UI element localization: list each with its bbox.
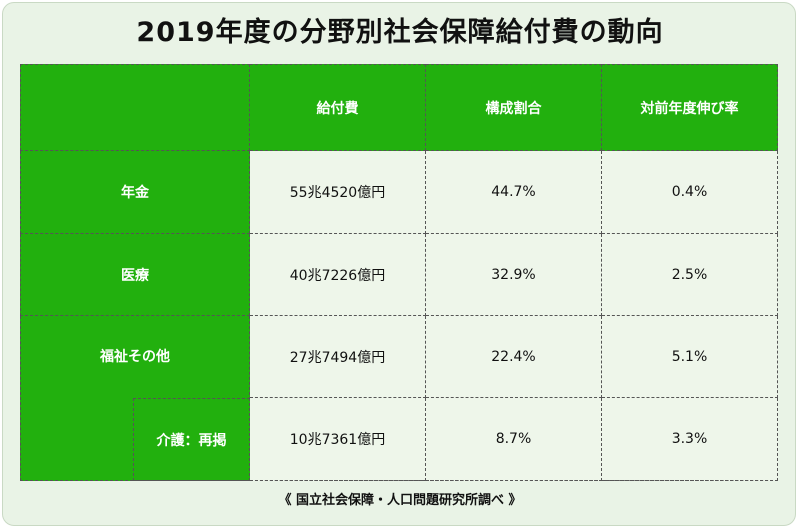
row-label-pension: 年金: [20, 151, 250, 234]
source-note: 《 国立社会保障・人口問題研究所調べ 》: [278, 493, 522, 508]
table-cell-share: 44.7%: [426, 151, 602, 234]
table-cell-share: 32.9%: [426, 234, 602, 316]
table-cell-amount: 55兆4520億円: [250, 151, 426, 234]
table-cell-growth: 3.3%: [602, 398, 778, 481]
table-cell-amount: 10兆7361億円: [250, 398, 426, 481]
column-header-share: 構成割合: [426, 64, 602, 151]
table-cell-share: 22.4%: [426, 316, 602, 398]
table-bottom-border: [20, 480, 778, 481]
column-header-amount: 給付費: [250, 64, 426, 151]
column-header-growth: 対前年度伸び率: [602, 64, 778, 151]
row-label-nursing-care: 介護：再掲: [133, 398, 250, 481]
corner-cell: [20, 64, 250, 151]
table-cell-amount: 40兆7226億円: [250, 234, 426, 316]
page-title: 2019年度の分野別社会保障給付費の動向: [136, 17, 664, 48]
table-cell-amount: 27兆7494億円: [250, 316, 426, 398]
table-cell-growth: 2.5%: [602, 234, 778, 316]
table-cell-share: 8.7%: [426, 398, 602, 481]
table-cell-growth: 0.4%: [602, 151, 778, 234]
row-label-medical: 医療: [20, 234, 250, 316]
table-cell-growth: 5.1%: [602, 316, 778, 398]
